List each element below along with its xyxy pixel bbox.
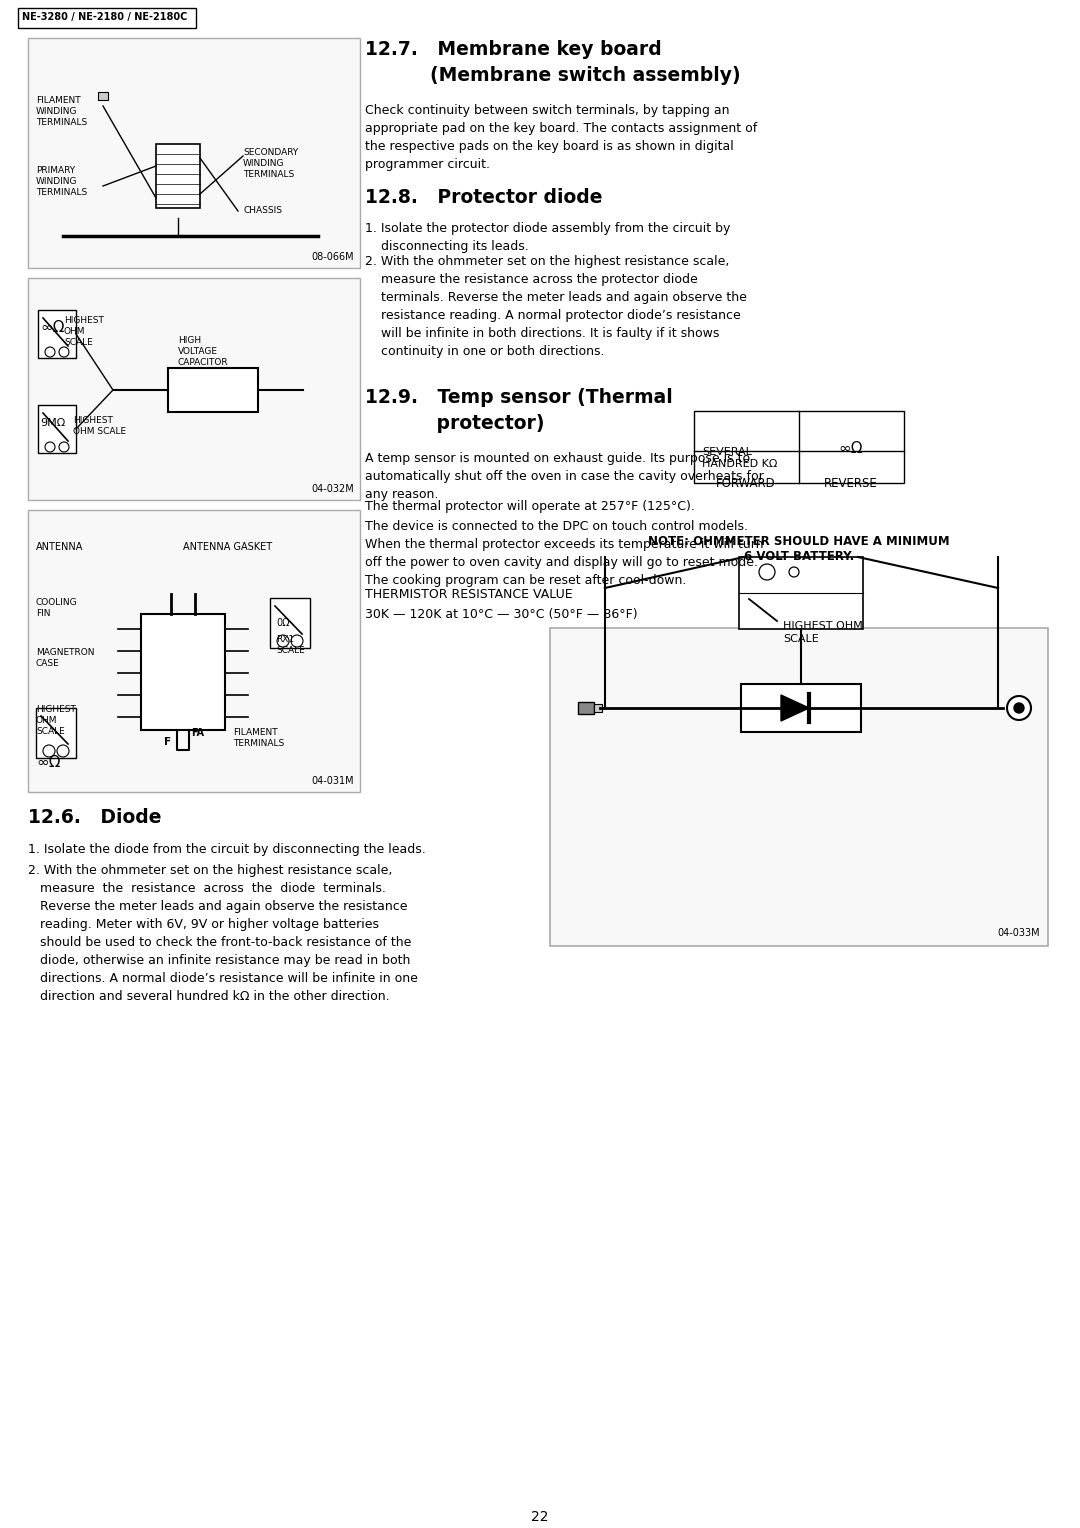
Text: FILAMENT
WINDING
TERMINALS: FILAMENT WINDING TERMINALS bbox=[36, 96, 87, 127]
Circle shape bbox=[1014, 703, 1024, 714]
Text: NOTE: OHMMETER SHOULD HAVE A MINIMUM
6 VOLT BATTERY.: NOTE: OHMMETER SHOULD HAVE A MINIMUM 6 V… bbox=[648, 535, 949, 562]
Bar bbox=[28, 278, 360, 500]
Text: 12.7.   Membrane key board: 12.7. Membrane key board bbox=[365, 40, 662, 60]
Circle shape bbox=[57, 746, 69, 756]
Text: The thermal protector will operate at 257°F (125°C).: The thermal protector will operate at 25… bbox=[365, 500, 694, 513]
Bar bbox=[694, 411, 904, 483]
Text: CHASSIS: CHASSIS bbox=[243, 206, 282, 215]
Text: REVERSE: REVERSE bbox=[824, 477, 878, 490]
Circle shape bbox=[1007, 695, 1031, 720]
Text: 1. Isolate the protector diode assembly from the circuit by
    disconnecting it: 1. Isolate the protector diode assembly … bbox=[365, 222, 730, 254]
Text: HIGHEST
OHM
SCALE: HIGHEST OHM SCALE bbox=[36, 704, 76, 736]
Circle shape bbox=[59, 347, 69, 358]
Text: HIGHEST
OHM
SCALE: HIGHEST OHM SCALE bbox=[64, 316, 104, 347]
Text: 1. Isolate the diode from the circuit by disconnecting the leads.: 1. Isolate the diode from the circuit by… bbox=[28, 843, 426, 856]
Text: 04-032M: 04-032M bbox=[311, 484, 354, 494]
Bar bbox=[578, 701, 594, 714]
Circle shape bbox=[45, 442, 55, 452]
Text: MAGNETRON
CASE: MAGNETRON CASE bbox=[36, 648, 95, 668]
Text: 30K — 120K at 10°C — 30°C (50°F — 86°F): 30K — 120K at 10°C — 30°C (50°F — 86°F) bbox=[365, 608, 637, 620]
Bar bbox=[141, 614, 225, 730]
Text: FILAMENT
TERMINALS: FILAMENT TERMINALS bbox=[233, 727, 284, 749]
Circle shape bbox=[291, 636, 303, 646]
Text: PRIMARY
WINDING
TERMINALS: PRIMARY WINDING TERMINALS bbox=[36, 167, 87, 197]
Text: 22: 22 bbox=[531, 1510, 549, 1523]
Circle shape bbox=[759, 564, 775, 581]
Circle shape bbox=[789, 567, 799, 578]
Text: 04-033M: 04-033M bbox=[997, 927, 1040, 938]
Bar bbox=[36, 707, 76, 758]
Text: THERMISTOR RESISTANCE VALUE: THERMISTOR RESISTANCE VALUE bbox=[365, 588, 572, 601]
Text: HIGHEST OHM
SCALE: HIGHEST OHM SCALE bbox=[783, 620, 863, 645]
Bar bbox=[38, 405, 76, 452]
Bar bbox=[156, 144, 200, 208]
Bar bbox=[270, 597, 310, 648]
Text: protector): protector) bbox=[365, 414, 544, 432]
Bar bbox=[594, 704, 602, 712]
Text: SECONDARY
WINDING
TERMINALS: SECONDARY WINDING TERMINALS bbox=[243, 148, 298, 179]
Text: COOLING
FIN: COOLING FIN bbox=[36, 597, 78, 619]
Text: ∞Ω: ∞Ω bbox=[40, 319, 65, 335]
Text: 08-066M: 08-066M bbox=[311, 252, 354, 261]
Bar bbox=[28, 510, 360, 792]
Bar bbox=[739, 558, 863, 630]
FancyBboxPatch shape bbox=[18, 8, 195, 28]
Text: 0Ω: 0Ω bbox=[276, 617, 289, 628]
Text: F: F bbox=[164, 736, 172, 747]
Text: 2. With the ohmmeter set on the highest resistance scale,
   measure  the  resis: 2. With the ohmmeter set on the highest … bbox=[28, 863, 418, 1002]
Circle shape bbox=[59, 442, 69, 452]
Bar bbox=[38, 310, 76, 358]
Text: 04-031M: 04-031M bbox=[311, 776, 354, 785]
Text: The device is connected to the DPC on touch control models.
When the thermal pro: The device is connected to the DPC on to… bbox=[365, 520, 764, 587]
Text: 12.6.   Diode: 12.6. Diode bbox=[28, 808, 162, 827]
Text: 12.8.   Protector diode: 12.8. Protector diode bbox=[365, 188, 603, 206]
Text: 12.9.   Temp sensor (Thermal: 12.9. Temp sensor (Thermal bbox=[365, 388, 673, 406]
Bar bbox=[168, 368, 258, 413]
Circle shape bbox=[276, 636, 289, 646]
Polygon shape bbox=[781, 695, 809, 721]
Circle shape bbox=[43, 746, 55, 756]
Text: FORWARD: FORWARD bbox=[716, 477, 775, 490]
Text: 9MΩ: 9MΩ bbox=[40, 419, 65, 428]
Text: HIGH
VOLTAGE
CAPACITOR: HIGH VOLTAGE CAPACITOR bbox=[178, 336, 229, 367]
Bar bbox=[550, 628, 1048, 946]
Bar bbox=[28, 38, 360, 267]
Text: RX1
SCALE: RX1 SCALE bbox=[276, 636, 305, 656]
FancyBboxPatch shape bbox=[98, 92, 108, 99]
Text: 2. With the ohmmeter set on the highest resistance scale,
    measure the resist: 2. With the ohmmeter set on the highest … bbox=[365, 255, 747, 358]
Text: ∞Ω: ∞Ω bbox=[839, 442, 863, 455]
Text: ∞Ω: ∞Ω bbox=[36, 755, 60, 770]
Text: FA: FA bbox=[191, 727, 204, 738]
Bar bbox=[741, 685, 861, 732]
Text: NE-3280 / NE-2180 / NE-2180C: NE-3280 / NE-2180 / NE-2180C bbox=[22, 12, 187, 21]
Text: Check continuity between switch terminals, by tapping an
appropriate pad on the : Check continuity between switch terminal… bbox=[365, 104, 757, 171]
Text: A temp sensor is mounted on exhaust guide. Its purpose is to
automatically shut : A temp sensor is mounted on exhaust guid… bbox=[365, 452, 764, 501]
Text: (Membrane switch assembly): (Membrane switch assembly) bbox=[365, 66, 741, 86]
Text: ANTENNA GASKET: ANTENNA GASKET bbox=[183, 542, 272, 552]
Text: ANTENNA: ANTENNA bbox=[36, 542, 83, 552]
Text: HIGHEST
OHM SCALE: HIGHEST OHM SCALE bbox=[73, 416, 126, 435]
Text: SEVERAL
HANDRED KΩ: SEVERAL HANDRED KΩ bbox=[702, 448, 778, 469]
Circle shape bbox=[45, 347, 55, 358]
